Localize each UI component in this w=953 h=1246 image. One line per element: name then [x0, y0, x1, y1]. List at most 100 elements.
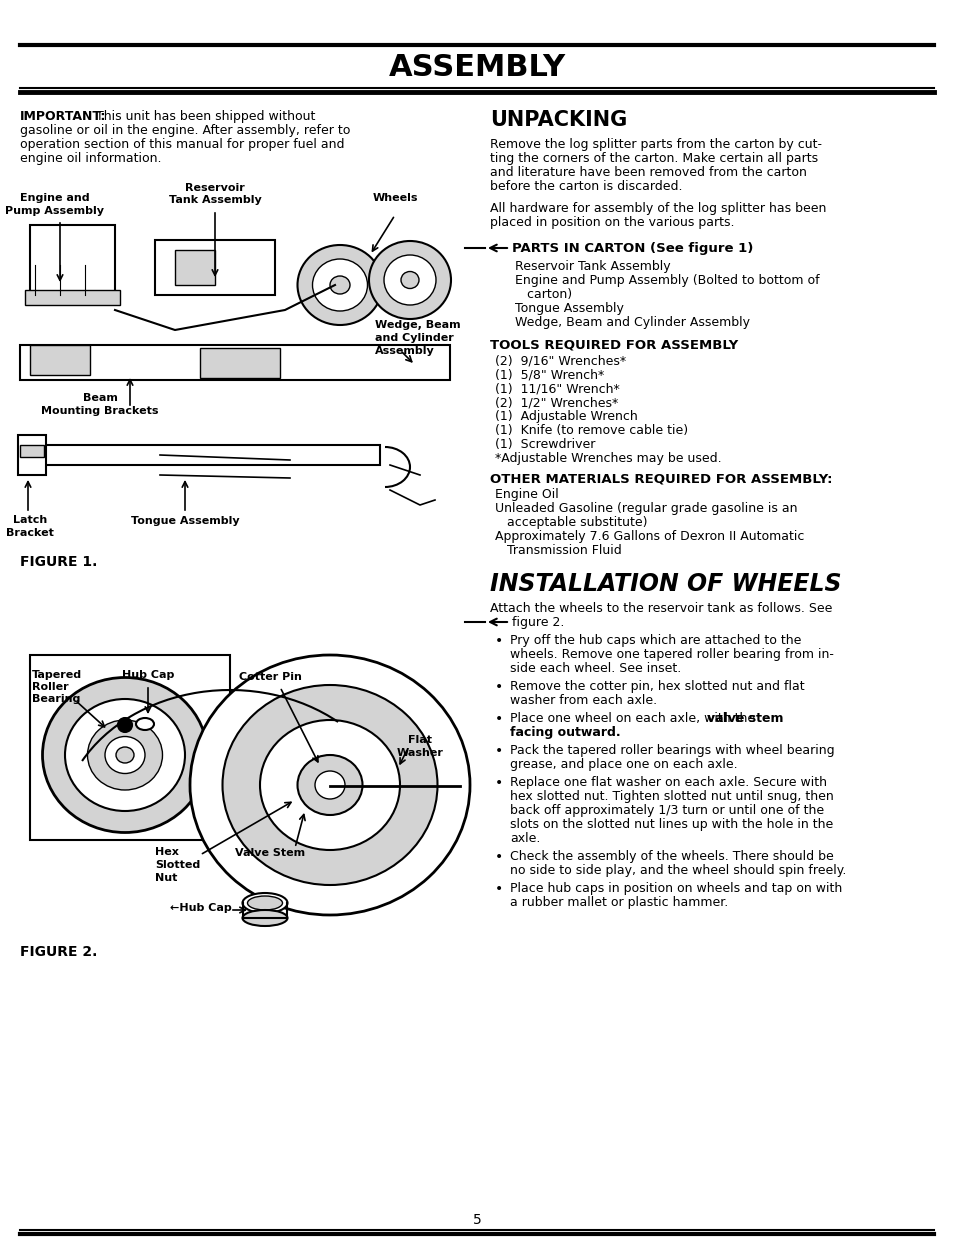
Text: FIGURE 2.: FIGURE 2.	[20, 944, 97, 959]
Bar	[25, 290, 120, 305]
Text: axle.: axle.	[510, 832, 539, 845]
Text: (1)  Knife (to remove cable tie): (1) Knife (to remove cable tie)	[495, 424, 687, 437]
Text: Pump Assembly: Pump Assembly	[6, 206, 105, 216]
Ellipse shape	[400, 272, 418, 289]
Text: Unleaded Gasoline (regular grade gasoline is an: Unleaded Gasoline (regular grade gasolin…	[495, 502, 797, 515]
Ellipse shape	[136, 718, 153, 730]
Text: (1)  5/8" Wrench*: (1) 5/8" Wrench*	[495, 368, 603, 381]
Ellipse shape	[260, 720, 399, 850]
Ellipse shape	[190, 655, 470, 915]
Text: Engine and: Engine and	[20, 193, 90, 203]
Text: Place hub caps in position on wheels and tap on with: Place hub caps in position on wheels and…	[510, 882, 841, 895]
Text: This unit has been shipped without: This unit has been shipped without	[91, 110, 315, 123]
Text: no side to side play, and the wheel should spin freely.: no side to side play, and the wheel shou…	[510, 863, 845, 877]
Text: before the carton is discarded.: before the carton is discarded.	[490, 179, 681, 193]
Bar	[20, 345, 450, 380]
Text: Wedge, Beam: Wedge, Beam	[375, 320, 460, 330]
Text: Replace one flat washer on each axle. Secure with: Replace one flat washer on each axle. Se…	[510, 776, 826, 789]
Bar	[30, 226, 115, 295]
Text: facing outward.: facing outward.	[510, 726, 620, 739]
Text: side each wheel. See inset.: side each wheel. See inset.	[510, 662, 680, 675]
Text: engine oil information.: engine oil information.	[20, 152, 161, 164]
Text: figure 2.: figure 2.	[512, 616, 564, 629]
Text: *Adjustable Wrenches may be used.: *Adjustable Wrenches may be used.	[495, 452, 720, 465]
Text: Tank Assembly: Tank Assembly	[169, 196, 261, 206]
Ellipse shape	[297, 755, 362, 815]
Ellipse shape	[330, 277, 350, 294]
Text: Valve Stem: Valve Stem	[234, 849, 305, 858]
Text: Reservoir Tank Assembly: Reservoir Tank Assembly	[515, 260, 670, 273]
Circle shape	[118, 718, 132, 731]
Text: 5: 5	[472, 1214, 481, 1227]
Ellipse shape	[88, 720, 162, 790]
Text: Attach the wheels to the reservoir tank as follows. See: Attach the wheels to the reservoir tank …	[490, 602, 832, 616]
Text: Place one wheel on each axle, with the: Place one wheel on each axle, with the	[510, 711, 759, 725]
Text: Tapered: Tapered	[32, 670, 82, 680]
Text: Nut: Nut	[154, 873, 177, 883]
Text: Washer: Washer	[396, 748, 443, 758]
Text: Engine Oil: Engine Oil	[495, 488, 558, 501]
Text: Latch: Latch	[12, 515, 47, 525]
Text: Transmission Fluid: Transmission Fluid	[495, 545, 621, 557]
Text: Cotter Pin: Cotter Pin	[238, 672, 301, 682]
Text: Reservoir: Reservoir	[185, 183, 245, 193]
Bar	[30, 655, 230, 840]
Text: (1)  11/16" Wrench*: (1) 11/16" Wrench*	[495, 383, 619, 395]
Text: a rubber mallet or plastic hammer.: a rubber mallet or plastic hammer.	[510, 896, 727, 910]
Text: Wedge, Beam and Cylinder Assembly: Wedge, Beam and Cylinder Assembly	[515, 316, 749, 329]
Text: and literature have been removed from the carton: and literature have been removed from th…	[490, 166, 806, 179]
Text: Roller: Roller	[32, 682, 69, 692]
Text: INSTALLATION OF WHEELS: INSTALLATION OF WHEELS	[490, 572, 841, 596]
Text: (2)  1/2" Wrenches*: (2) 1/2" Wrenches*	[495, 396, 618, 409]
Text: Approximately 7.6 Gallons of Dexron II Automatic: Approximately 7.6 Gallons of Dexron II A…	[495, 530, 803, 543]
Text: wheels. Remove one tapered roller bearing from in-: wheels. Remove one tapered roller bearin…	[510, 648, 833, 660]
Text: Pry off the hub caps which are attached to the: Pry off the hub caps which are attached …	[510, 634, 801, 647]
Bar	[154, 240, 274, 295]
Text: ASSEMBLY: ASSEMBLY	[388, 54, 565, 82]
Text: Engine and Pump Assembly (Bolted to bottom of: Engine and Pump Assembly (Bolted to bott…	[515, 274, 819, 287]
Text: ←Hub Cap: ←Hub Cap	[170, 903, 232, 913]
Bar	[30, 345, 90, 375]
Ellipse shape	[247, 896, 282, 910]
Text: acceptable substitute): acceptable substitute)	[495, 516, 647, 530]
Ellipse shape	[43, 678, 208, 832]
Ellipse shape	[242, 910, 287, 926]
Text: •: •	[495, 711, 503, 726]
Text: FIGURE 1.: FIGURE 1.	[20, 554, 97, 569]
Bar	[40, 445, 379, 465]
Text: •: •	[495, 882, 503, 896]
Text: (1)  Adjustable Wrench: (1) Adjustable Wrench	[495, 410, 638, 422]
Bar	[20, 445, 44, 457]
Ellipse shape	[105, 736, 145, 774]
Text: Tongue Assembly: Tongue Assembly	[515, 302, 623, 315]
Text: (2)  9/16" Wrenches*: (2) 9/16" Wrenches*	[495, 354, 625, 368]
Bar	[174, 250, 214, 285]
Bar	[200, 348, 280, 378]
Text: placed in position on the various parts.: placed in position on the various parts.	[490, 216, 734, 229]
Ellipse shape	[297, 245, 382, 325]
Ellipse shape	[116, 748, 133, 763]
Ellipse shape	[65, 699, 185, 811]
Text: and Cylinder: and Cylinder	[375, 333, 454, 343]
Text: Check the assembly of the wheels. There should be: Check the assembly of the wheels. There …	[510, 850, 833, 863]
Text: •: •	[495, 634, 503, 648]
Text: Hex: Hex	[154, 847, 178, 857]
Text: hex slotted nut. Tighten slotted nut until snug, then: hex slotted nut. Tighten slotted nut unt…	[510, 790, 833, 802]
Text: Bracket: Bracket	[6, 528, 54, 538]
Ellipse shape	[313, 259, 367, 312]
Ellipse shape	[314, 771, 345, 799]
Text: UNPACKING: UNPACKING	[490, 110, 626, 130]
Text: Tongue Assembly: Tongue Assembly	[131, 516, 239, 526]
Text: Slotted: Slotted	[154, 860, 200, 870]
Text: •: •	[495, 850, 503, 863]
Text: slots on the slotted nut lines up with the hole in the: slots on the slotted nut lines up with t…	[510, 819, 832, 831]
Text: valve stem: valve stem	[706, 711, 782, 725]
Text: Pack the tapered roller bearings with wheel bearing: Pack the tapered roller bearings with wh…	[510, 744, 834, 758]
Text: •: •	[495, 744, 503, 758]
Text: Flat: Flat	[408, 735, 432, 745]
Text: All hardware for assembly of the log splitter has been: All hardware for assembly of the log spl…	[490, 202, 825, 216]
Text: TOOLS REQUIRED FOR ASSEMBLY: TOOLS REQUIRED FOR ASSEMBLY	[490, 338, 738, 351]
Text: Wheels: Wheels	[372, 193, 417, 203]
Text: •: •	[495, 680, 503, 694]
Text: operation section of this manual for proper fuel and: operation section of this manual for pro…	[20, 138, 344, 151]
